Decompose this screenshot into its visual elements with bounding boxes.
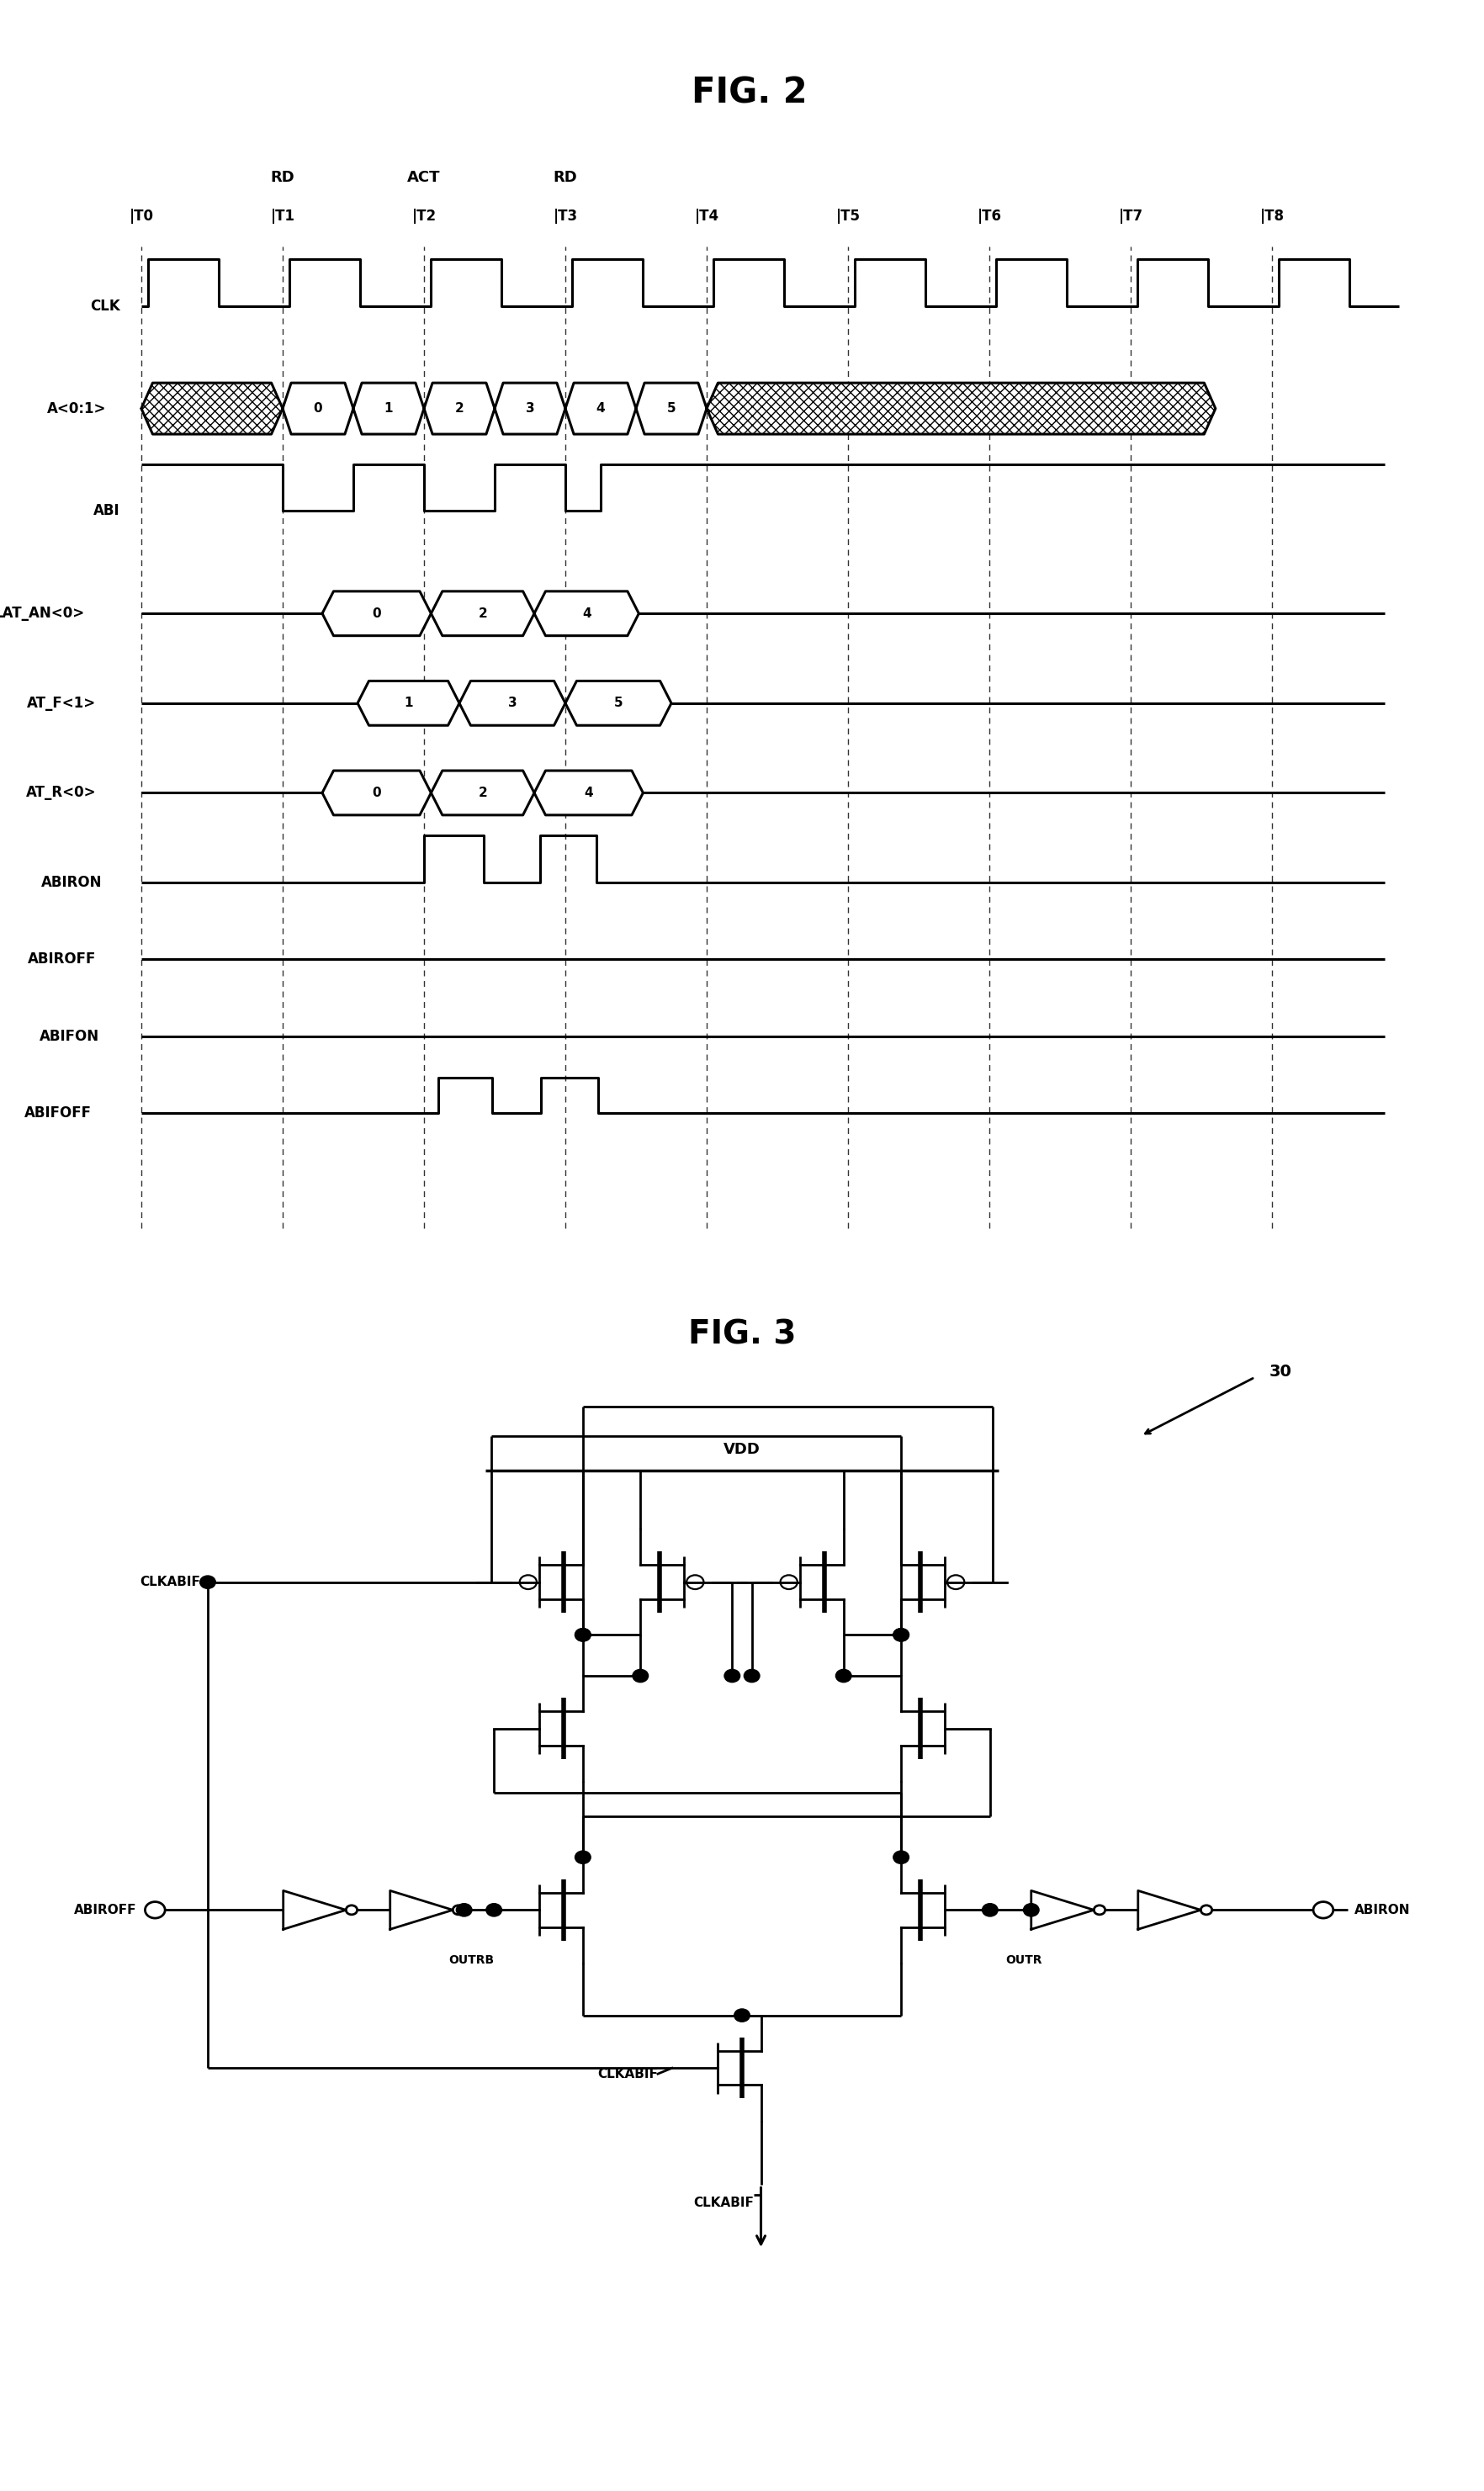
Text: CLKABIF: CLKABIF — [693, 2197, 754, 2210]
Text: ABIROFF: ABIROFF — [74, 1903, 137, 1916]
Text: 0: 0 — [313, 401, 322, 416]
Text: AT_R<0>: AT_R<0> — [25, 785, 96, 800]
Text: CLKABIF: CLKABIF — [598, 2068, 657, 2080]
Circle shape — [835, 1669, 852, 1681]
Text: 3: 3 — [508, 697, 516, 710]
Polygon shape — [565, 384, 637, 433]
Polygon shape — [706, 384, 1215, 433]
Text: FIG. 3: FIG. 3 — [689, 1318, 795, 1350]
Text: 1: 1 — [384, 401, 393, 416]
Text: ABIFOFF: ABIFOFF — [25, 1106, 92, 1121]
Text: |T7: |T7 — [1119, 209, 1143, 224]
Text: 2: 2 — [454, 401, 464, 416]
Text: ABIRON: ABIRON — [1355, 1903, 1410, 1916]
Text: |T8: |T8 — [1260, 209, 1284, 224]
Circle shape — [574, 1851, 591, 1863]
Text: FIG. 2: FIG. 2 — [692, 75, 807, 110]
Polygon shape — [534, 590, 638, 635]
Circle shape — [487, 1903, 502, 1916]
Polygon shape — [534, 770, 643, 815]
Text: |T5: |T5 — [835, 209, 861, 224]
Text: 2: 2 — [478, 608, 487, 620]
Circle shape — [632, 1669, 649, 1681]
Circle shape — [893, 1629, 910, 1642]
Circle shape — [893, 1629, 910, 1642]
Circle shape — [574, 1629, 591, 1642]
Text: |T3: |T3 — [554, 209, 577, 224]
Text: VDD: VDD — [724, 1442, 760, 1457]
Polygon shape — [460, 680, 565, 725]
Text: 0: 0 — [372, 608, 381, 620]
Text: 1: 1 — [404, 697, 413, 710]
Text: CLKABIF: CLKABIF — [139, 1577, 200, 1589]
Polygon shape — [358, 680, 460, 725]
Polygon shape — [322, 590, 430, 635]
Circle shape — [456, 1903, 472, 1916]
Text: CLK: CLK — [91, 299, 120, 314]
Text: ABIROFF: ABIROFF — [28, 952, 96, 967]
Polygon shape — [141, 384, 282, 433]
Circle shape — [724, 1669, 741, 1681]
Text: A<0:1>: A<0:1> — [46, 401, 105, 416]
Text: |T4: |T4 — [695, 209, 718, 224]
Text: 5: 5 — [666, 401, 675, 416]
Text: |T1: |T1 — [270, 209, 295, 224]
Polygon shape — [565, 680, 671, 725]
Text: LAT_AN<0>: LAT_AN<0> — [0, 605, 85, 620]
Text: ABIRON: ABIRON — [40, 874, 102, 889]
Circle shape — [1024, 1903, 1039, 1916]
Circle shape — [735, 2008, 749, 2023]
Text: RD: RD — [554, 169, 577, 184]
Text: |T0: |T0 — [129, 209, 153, 224]
Text: AT_F<1>: AT_F<1> — [27, 695, 96, 710]
Text: 0: 0 — [372, 787, 381, 800]
Polygon shape — [637, 384, 706, 433]
Polygon shape — [282, 384, 353, 433]
Polygon shape — [430, 770, 534, 815]
Text: |T2: |T2 — [411, 209, 436, 224]
Polygon shape — [353, 384, 424, 433]
Polygon shape — [322, 770, 430, 815]
Text: 5: 5 — [614, 697, 623, 710]
Text: 30: 30 — [1269, 1363, 1291, 1380]
Circle shape — [200, 1577, 215, 1589]
Text: 4: 4 — [597, 401, 605, 416]
Text: 3: 3 — [525, 401, 534, 416]
Text: |T6: |T6 — [976, 209, 1002, 224]
Circle shape — [982, 1903, 997, 1916]
Text: 4: 4 — [582, 608, 591, 620]
Polygon shape — [494, 384, 565, 433]
Text: 2: 2 — [478, 787, 487, 800]
Text: ACT: ACT — [408, 169, 441, 184]
Circle shape — [574, 1629, 591, 1642]
Polygon shape — [430, 590, 534, 635]
Text: ABI: ABI — [93, 503, 120, 518]
Text: OUTRB: OUTRB — [448, 1955, 494, 1965]
Text: RD: RD — [270, 169, 295, 184]
Text: 4: 4 — [585, 787, 594, 800]
Text: OUTR: OUTR — [1006, 1955, 1042, 1965]
Circle shape — [743, 1669, 760, 1681]
Polygon shape — [424, 384, 494, 433]
Text: ABIFON: ABIFON — [39, 1029, 99, 1044]
Circle shape — [893, 1851, 910, 1863]
